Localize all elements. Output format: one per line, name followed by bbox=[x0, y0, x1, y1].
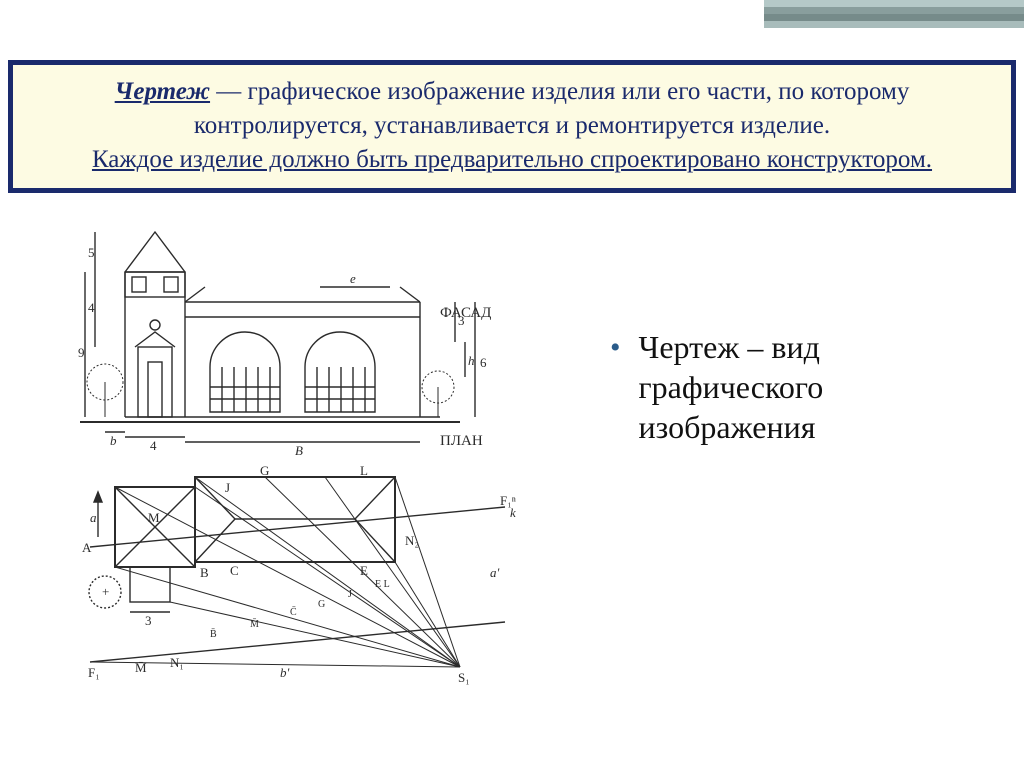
svg-text:5: 5 bbox=[88, 245, 95, 260]
technical-drawing: 5 4 9 3 h 6 ФАСАД e b 4 B bbox=[0, 217, 590, 717]
svg-text:+: + bbox=[102, 584, 109, 599]
svg-text:h: h bbox=[468, 353, 475, 368]
svg-text:6: 6 bbox=[480, 355, 487, 370]
svg-text:a': a' bbox=[490, 565, 500, 580]
svg-text:S₁: S₁ bbox=[458, 670, 470, 685]
bullet-text: Чертеж – вид графического изображения bbox=[639, 327, 984, 447]
svg-text:B̄: B̄ bbox=[210, 628, 217, 640]
svg-text:M̄: M̄ bbox=[135, 660, 147, 675]
svg-text:3: 3 bbox=[145, 613, 152, 628]
svg-text:M: M bbox=[148, 510, 160, 525]
svg-text:B: B bbox=[295, 443, 303, 458]
svg-text:4: 4 bbox=[150, 438, 157, 453]
slide-top-bar bbox=[0, 0, 1024, 40]
svg-text:G: G bbox=[260, 463, 269, 478]
definition-box: Чертеж — графическое изображение изделия… bbox=[12, 64, 1012, 189]
svg-text:a: a bbox=[90, 510, 97, 525]
content-row: 5 4 9 3 h 6 ФАСАД e b 4 B bbox=[0, 217, 1024, 717]
svg-text:L: L bbox=[360, 463, 368, 478]
definition-frame: Чертеж — графическое изображение изделия… bbox=[8, 60, 1016, 193]
svg-text:G: G bbox=[318, 599, 325, 610]
svg-text:F₁: F₁ bbox=[88, 665, 100, 680]
svg-text:b: b bbox=[110, 433, 117, 448]
svg-text:N₂: N₂ bbox=[405, 533, 419, 548]
bullet-item: • Чертеж – вид графического изображения bbox=[610, 327, 984, 447]
svg-text:ФАСАД: ФАСАД bbox=[440, 305, 491, 321]
svg-text:J: J bbox=[348, 589, 352, 600]
svg-text:ПЛАН: ПЛАН bbox=[440, 433, 483, 449]
definition-term: Чертеж bbox=[115, 78, 210, 105]
svg-text:E: E bbox=[360, 563, 368, 578]
svg-text:A: A bbox=[82, 540, 92, 555]
svg-text:k: k bbox=[510, 505, 516, 520]
bullet-column: • Чертеж – вид графического изображения bbox=[590, 217, 1024, 717]
svg-text:B: B bbox=[200, 565, 209, 580]
decorative-stripes bbox=[764, 0, 1024, 28]
svg-text:C̄: C̄ bbox=[290, 606, 297, 618]
svg-text:N₁: N₁ bbox=[170, 655, 184, 670]
svg-text:9: 9 bbox=[78, 345, 85, 360]
svg-text:4: 4 bbox=[88, 300, 95, 315]
svg-text:C: C bbox=[230, 563, 239, 578]
svg-text:E L: E L bbox=[375, 579, 390, 590]
svg-text:J: J bbox=[225, 480, 230, 495]
svg-text:b': b' bbox=[280, 665, 290, 680]
definition-body1: — графическое изображение изделия или ег… bbox=[194, 78, 909, 139]
definition-body2: Каждое изделие должно быть предварительн… bbox=[92, 146, 932, 173]
svg-text:e: e bbox=[350, 271, 356, 286]
bullet-dot-icon: • bbox=[610, 329, 621, 449]
svg-text:M̄: M̄ bbox=[250, 618, 259, 630]
